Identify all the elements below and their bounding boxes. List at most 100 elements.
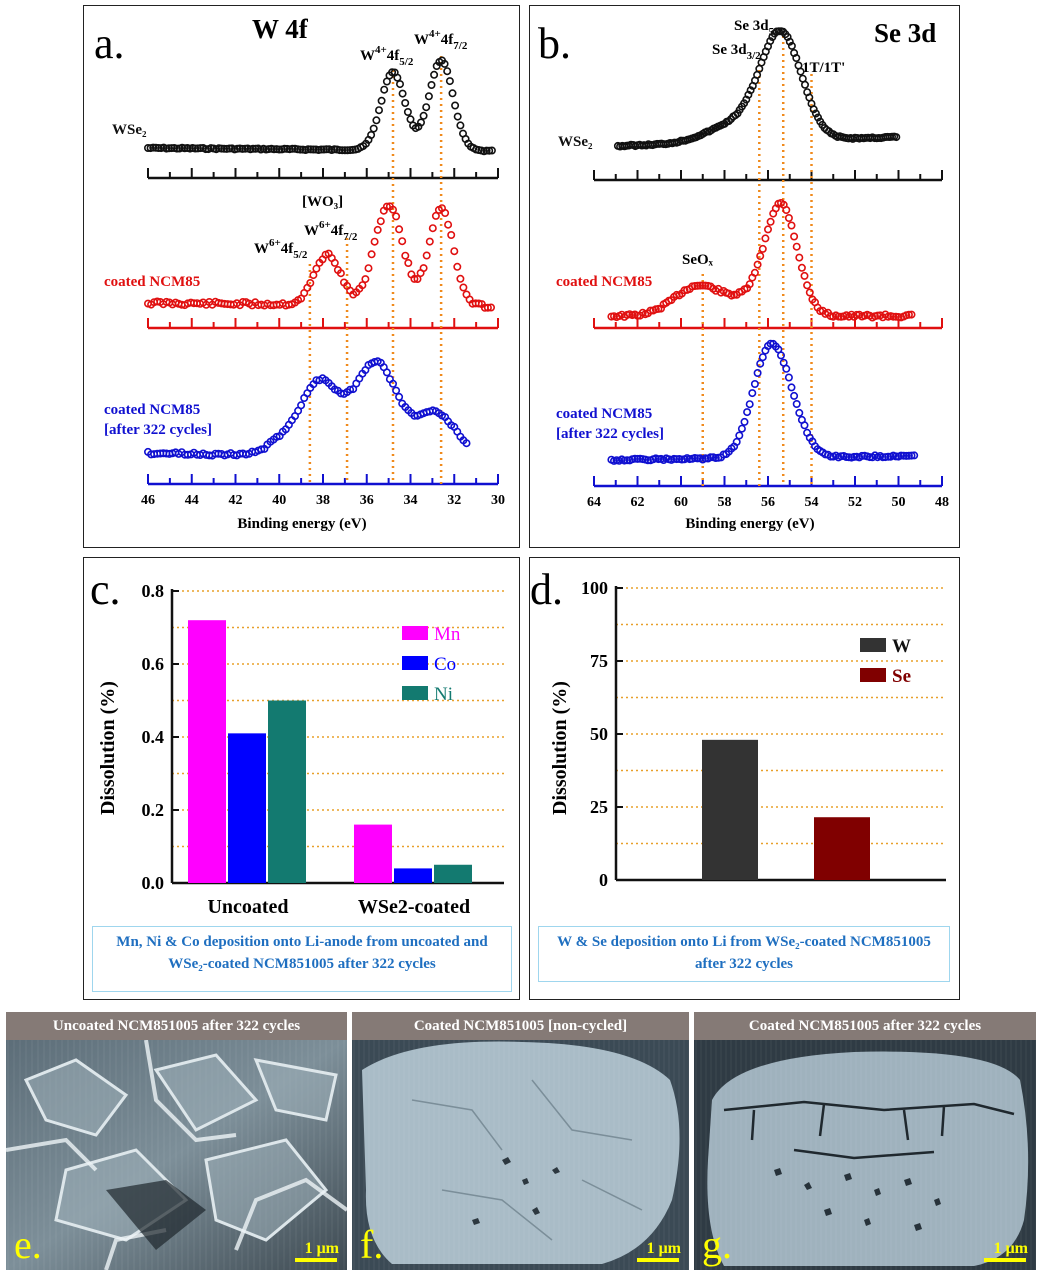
series-label-cycled-1: coated NCM85 [556, 406, 652, 422]
legend-label: Se [892, 666, 911, 687]
spectrum-point [422, 251, 431, 260]
scale-bar-g [984, 1258, 1026, 1262]
spectrum-point [907, 310, 916, 319]
dissolution-chart-c: c. Dissolution (%) 0.0 0.2 0.4 0.6 0.8 Uncoat… [90, 565, 504, 918]
spectrum-point [431, 211, 440, 220]
spectrum-point [790, 232, 799, 241]
spectrum-point [750, 379, 759, 388]
bar-w-0 [702, 739, 758, 880]
spectrum-point [413, 274, 422, 283]
spectrum-point [336, 269, 345, 278]
spectrum-point [280, 144, 289, 153]
spectrum-point [317, 145, 326, 154]
spectrum-point [306, 278, 315, 287]
sem-image-g: Coated NCM851005 after 322 cycles g. 1 μ… [694, 1012, 1036, 1270]
spectrum-point [225, 144, 234, 153]
spectrum-point [167, 144, 176, 153]
scale-bar-f [637, 1258, 679, 1262]
peak-w6-72: W6+4f7/2 [304, 219, 358, 243]
spectrum-point [792, 242, 801, 251]
spectrum-point [395, 392, 404, 401]
spectrum-point [800, 80, 809, 89]
spectrum-point [795, 253, 804, 262]
series-label-wse2: WSe₂ [558, 134, 593, 150]
spectrum-point [693, 454, 702, 463]
legend-swatch [860, 668, 886, 682]
spectrum-coated [607, 199, 916, 322]
spectrum-point [338, 146, 347, 155]
spectrum-point [743, 408, 752, 417]
y-tick-label: 0.4 [142, 727, 165, 747]
spectrum-point [643, 456, 652, 465]
spectrum-point [430, 70, 439, 79]
sem-image-e: Uncoated NCM851005 after 322 cycles e. 1… [6, 1012, 347, 1270]
legend-swatch [402, 626, 428, 640]
spectrum-point [403, 108, 412, 117]
spectrum-point [805, 288, 814, 297]
bar-se-1 [814, 817, 870, 880]
spectrum-point [419, 111, 428, 120]
panel-a-title: W 4f [252, 14, 309, 44]
spectrum-point [395, 225, 404, 234]
spectrum-point [889, 312, 898, 321]
spectrum-point [482, 146, 491, 155]
spectrum-point [377, 96, 386, 105]
spectrum-point [364, 264, 373, 273]
spectrum-wse2 [143, 56, 496, 156]
x-tick-label: 52 [848, 495, 862, 510]
spectrum-point [758, 353, 767, 362]
spectrum-point [784, 373, 793, 382]
spectrum-point [220, 144, 229, 153]
xps-w4f-chart: a. W 4f W4+4f5/2 W4+4f7/2 [WO₃] W6+4f7/2… [94, 14, 505, 532]
spectrum-point [422, 103, 431, 112]
spectrum-point [797, 263, 806, 272]
spectrum-point [373, 225, 382, 234]
spectrum-point [910, 451, 919, 460]
spectrum-point [764, 225, 773, 234]
peak-wo3: [WO₃] [302, 194, 343, 210]
x-tick-label: 32 [447, 493, 461, 508]
spectrum-point [444, 220, 453, 229]
spectrum-point [456, 274, 465, 283]
x-tick-label: 36 [360, 493, 374, 508]
x-tick-label: 60 [674, 495, 688, 510]
spectrum-point [696, 281, 705, 290]
spectrum-point [750, 268, 759, 277]
scale-bar-label-e: 1 μm [304, 1240, 339, 1257]
spectrum-point [380, 85, 389, 94]
panel-b-label: b. [538, 19, 571, 68]
peak-seox: SeOₓ [682, 252, 714, 268]
spectrum-point [646, 306, 655, 315]
scale-bar-label-g: 1 μm [993, 1240, 1028, 1257]
spectrum-point [149, 143, 158, 152]
spectrum-point [296, 145, 305, 154]
x-tick-label: 64 [587, 495, 601, 510]
spectrum-cycled [143, 357, 471, 460]
spectrum-point [154, 144, 163, 153]
spectrum-point [453, 262, 462, 271]
dissolution-chart-d: d. Dissolution (%) 0 25 50 75 100 W Se [530, 565, 946, 890]
panel-b-title: Se 3d [874, 18, 936, 48]
spectrum-point [456, 121, 465, 130]
panel-a: a. W 4f W4+4f5/2 W4+4f7/2 [WO₃] W6+4f7/2… [83, 5, 520, 548]
spectrum-point [369, 124, 378, 133]
x-axis-label: Binding energy (eV) [237, 516, 366, 532]
spectrum-point [486, 303, 495, 312]
series-label-cycled-1: coated NCM85 [104, 402, 200, 418]
spectrum-point [340, 146, 349, 155]
spectrum-point [448, 89, 457, 98]
spectrum-point [790, 391, 799, 400]
spectrum-point [857, 451, 866, 460]
spectrum-coated [143, 202, 495, 312]
panel-c-label: c. [90, 565, 121, 614]
spectrum-point [288, 144, 297, 153]
spectrum-point [201, 145, 210, 154]
xps-se3d-chart: b. Se 3d Se 3d5/2 Se 3d3/2 1T/1T' SeOₓ W… [538, 18, 949, 532]
spectrum-point [792, 399, 801, 408]
spectrum-point [393, 73, 402, 82]
spectrum-point [440, 59, 449, 68]
y-tick-label: 0.0 [142, 873, 165, 893]
spectrum-point [800, 421, 809, 430]
spectrum-point [753, 260, 762, 269]
sem-texture-e [6, 1040, 347, 1270]
